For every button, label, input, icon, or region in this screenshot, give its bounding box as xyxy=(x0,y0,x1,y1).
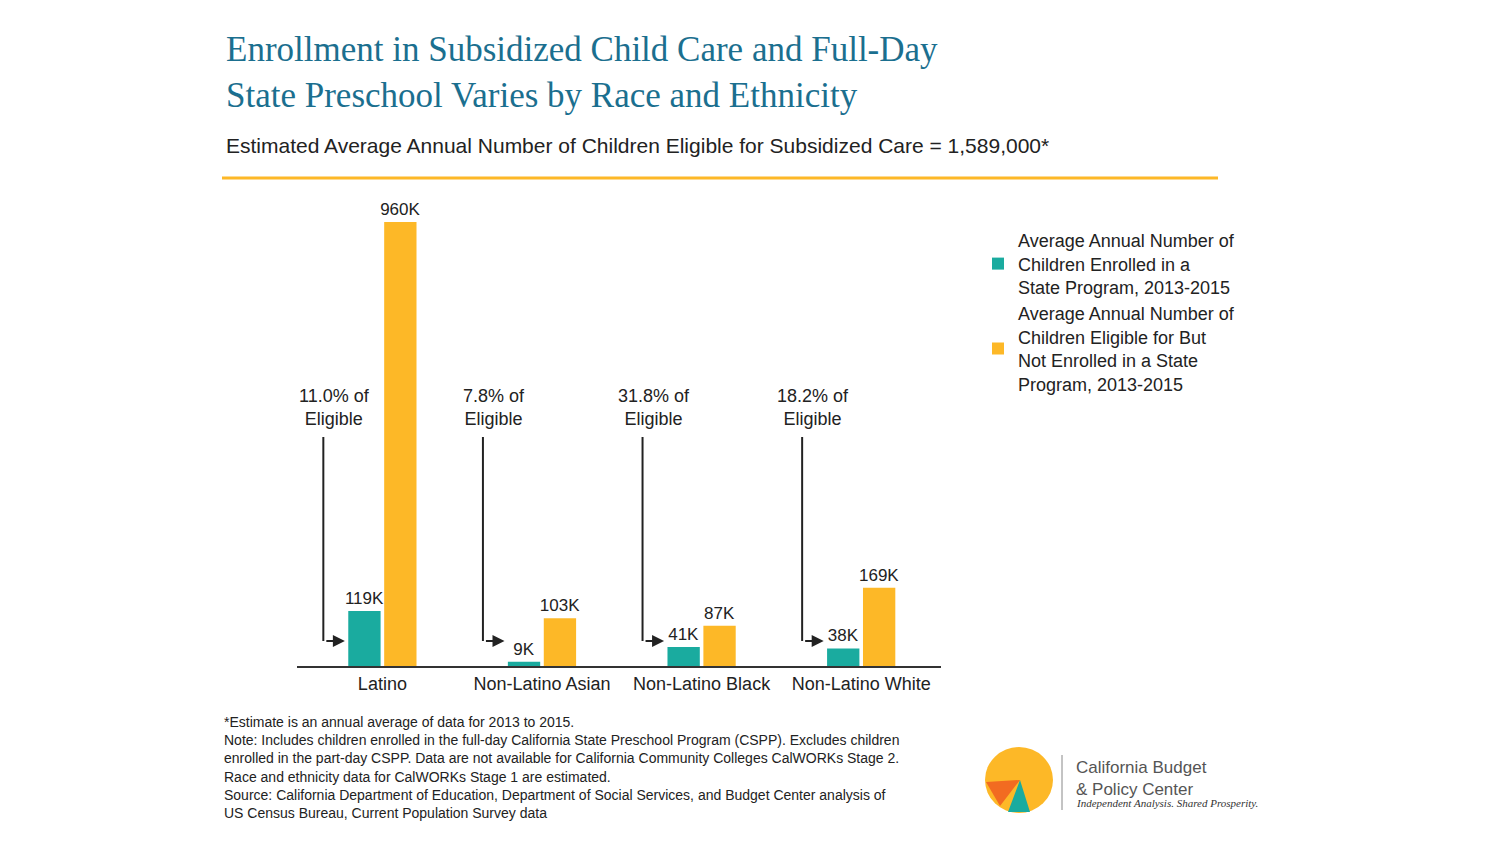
svg-text:Average Annual Number ofChildr: Average Annual Number ofChildren Enrolle… xyxy=(1018,231,1235,298)
svg-text:18.2% ofEligible: 18.2% ofEligible xyxy=(777,386,849,429)
svg-text:California Budget& Policy Cent: California Budget& Policy Center xyxy=(1076,758,1207,799)
svg-text:*Estimate is an annual average: *Estimate is an annual average of data f… xyxy=(224,714,899,821)
svg-text:169K: 169K xyxy=(859,566,899,585)
svg-text:Latino: Latino xyxy=(358,674,407,694)
svg-text:7.8% ofEligible: 7.8% ofEligible xyxy=(463,386,525,429)
svg-text:Independent Analysis. Shared P: Independent Analysis. Shared Prosperity. xyxy=(1076,797,1258,809)
svg-text:Enrollment in Subsidized Child: Enrollment in Subsidized Child Care and … xyxy=(226,30,938,115)
svg-text:Non-Latino White: Non-Latino White xyxy=(792,674,931,694)
svg-text:Non-Latino Black: Non-Latino Black xyxy=(633,674,771,694)
svg-text:960K: 960K xyxy=(380,200,420,219)
svg-text:Estimated Average Annual Numbe: Estimated Average Annual Number of Child… xyxy=(226,134,1049,157)
svg-text:9K: 9K xyxy=(513,640,534,659)
svg-text:119K: 119K xyxy=(345,589,384,608)
svg-text:31.8% ofEligible: 31.8% ofEligible xyxy=(618,386,690,429)
svg-text:38K: 38K xyxy=(828,626,859,645)
svg-text:103K: 103K xyxy=(540,596,580,615)
svg-text:11.0% ofEligible: 11.0% ofEligible xyxy=(299,386,370,429)
svg-text:87K: 87K xyxy=(704,604,735,623)
svg-text:41K: 41K xyxy=(668,625,699,644)
svg-text:Average Annual Number ofChildr: Average Annual Number ofChildren Eligibl… xyxy=(1018,304,1235,394)
svg-text:Non-Latino Asian: Non-Latino Asian xyxy=(473,674,610,694)
